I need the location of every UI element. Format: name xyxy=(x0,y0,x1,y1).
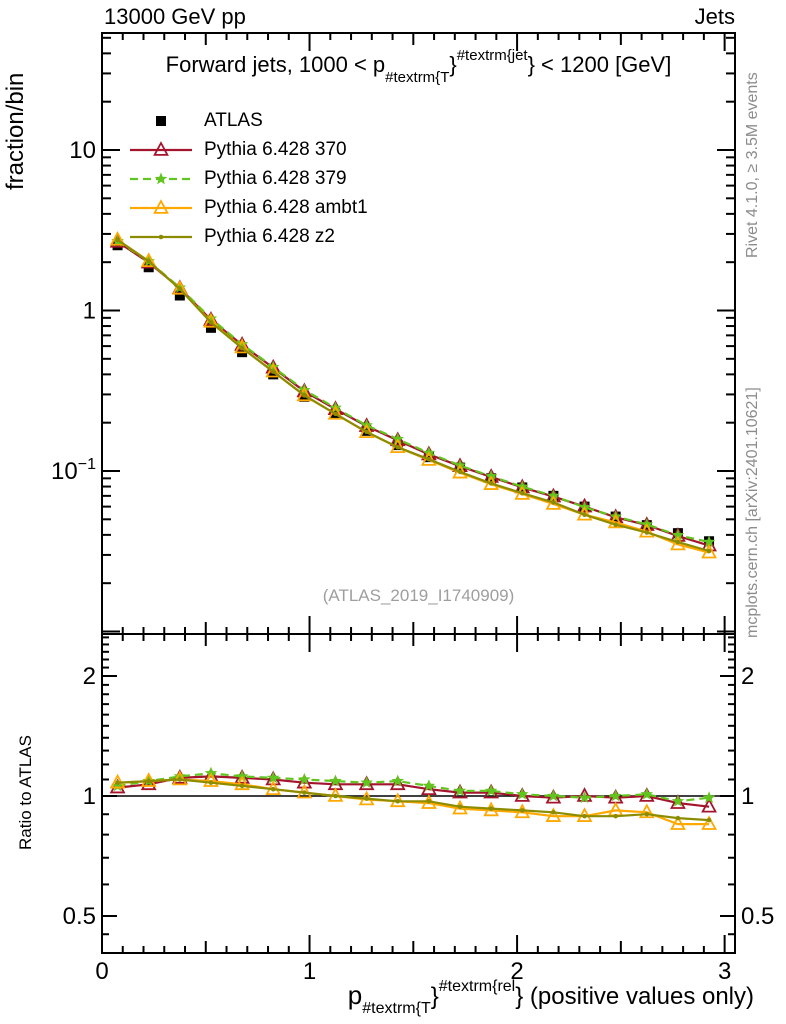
legend-label: Pythia 6.428 370 xyxy=(204,138,347,160)
plot-title: Forward jets, 1000 < p#textrm{T}#textrm{… xyxy=(102,47,735,86)
legend-label: Pythia 6.428 z2 xyxy=(204,225,335,247)
pythia-z2-marker-icon xyxy=(130,234,192,239)
svg-text:1: 1 xyxy=(741,783,754,810)
plot-title-prefix: Forward jets, 1000 < p xyxy=(165,52,386,77)
svg-text:1: 1 xyxy=(83,298,96,325)
x-axis-title-suffix: } (positive values only) xyxy=(515,983,754,1010)
legend-item-pythia-370: Pythia 6.428 370 xyxy=(128,135,368,164)
legend-item-pythia-ambt1: Pythia 6.428 ambt1 xyxy=(128,193,368,222)
svg-text:2: 2 xyxy=(83,663,96,690)
svg-text:1: 1 xyxy=(303,958,316,985)
plot-title-brace: } xyxy=(449,52,457,77)
legend: ATLAS Pythia 6.428 370 Pythia 6.428 379 … xyxy=(128,106,368,251)
x-axis-title-superscript: #textrm{rel xyxy=(438,978,516,995)
svg-text:0: 0 xyxy=(95,958,108,985)
ratio-y-axis-title: Ratio to ATLAS xyxy=(16,735,35,850)
svg-text:0.5: 0.5 xyxy=(741,903,774,930)
legend-label: Pythia 6.428 ambt1 xyxy=(204,196,368,218)
x-axis-title-brace: } xyxy=(430,983,439,1010)
svg-text:10−1: 10−1 xyxy=(51,456,96,485)
plot-title-superscript: #textrm{jet xyxy=(456,47,528,64)
plot-title-suffix: } < 1200 [GeV] xyxy=(527,52,672,77)
x-axis-title: p#textrm{T}#textrm{rel} (positive values… xyxy=(102,978,754,1017)
legend-label: Pythia 6.428 379 xyxy=(204,167,347,189)
legend-item-pythia-z2: Pythia 6.428 z2 xyxy=(128,222,368,251)
mcplots-arxiv-note: mcplots.cern.ch [arXiv:2401.10621] xyxy=(744,387,761,638)
atlas-marker-icon xyxy=(156,115,166,126)
plot-title-subscript: #textrm{T xyxy=(385,69,450,86)
x-axis-title-p: p xyxy=(347,980,363,1010)
beam-energy-label: 13000 GeV pp xyxy=(104,4,246,29)
x-axis-title-subscript: #textrm{T xyxy=(362,1000,431,1017)
analysis-group-label: Jets xyxy=(694,4,735,29)
analysis-id-watermark: (ATLAS_2019_I1740909) xyxy=(322,586,515,605)
svg-text:1: 1 xyxy=(83,783,96,810)
svg-text:3: 3 xyxy=(718,958,731,985)
svg-text:0.5: 0.5 xyxy=(63,903,96,930)
rivet-version-note: Rivet 4.1.0, ≥ 3.5M events xyxy=(744,72,761,258)
pythia-ambt1-marker-icon xyxy=(130,198,192,214)
legend-label: ATLAS xyxy=(204,109,263,131)
pythia-379-marker-icon xyxy=(130,171,192,184)
legend-item-pythia-379: Pythia 6.428 379 xyxy=(128,164,368,193)
legend-item-atlas: ATLAS xyxy=(128,106,368,135)
svg-text:10: 10 xyxy=(69,137,96,164)
main-y-axis-title: fraction/bin xyxy=(2,72,29,190)
pythia-370-marker-icon xyxy=(130,140,192,156)
svg-text:2: 2 xyxy=(510,958,523,985)
svg-text:2: 2 xyxy=(741,663,754,690)
